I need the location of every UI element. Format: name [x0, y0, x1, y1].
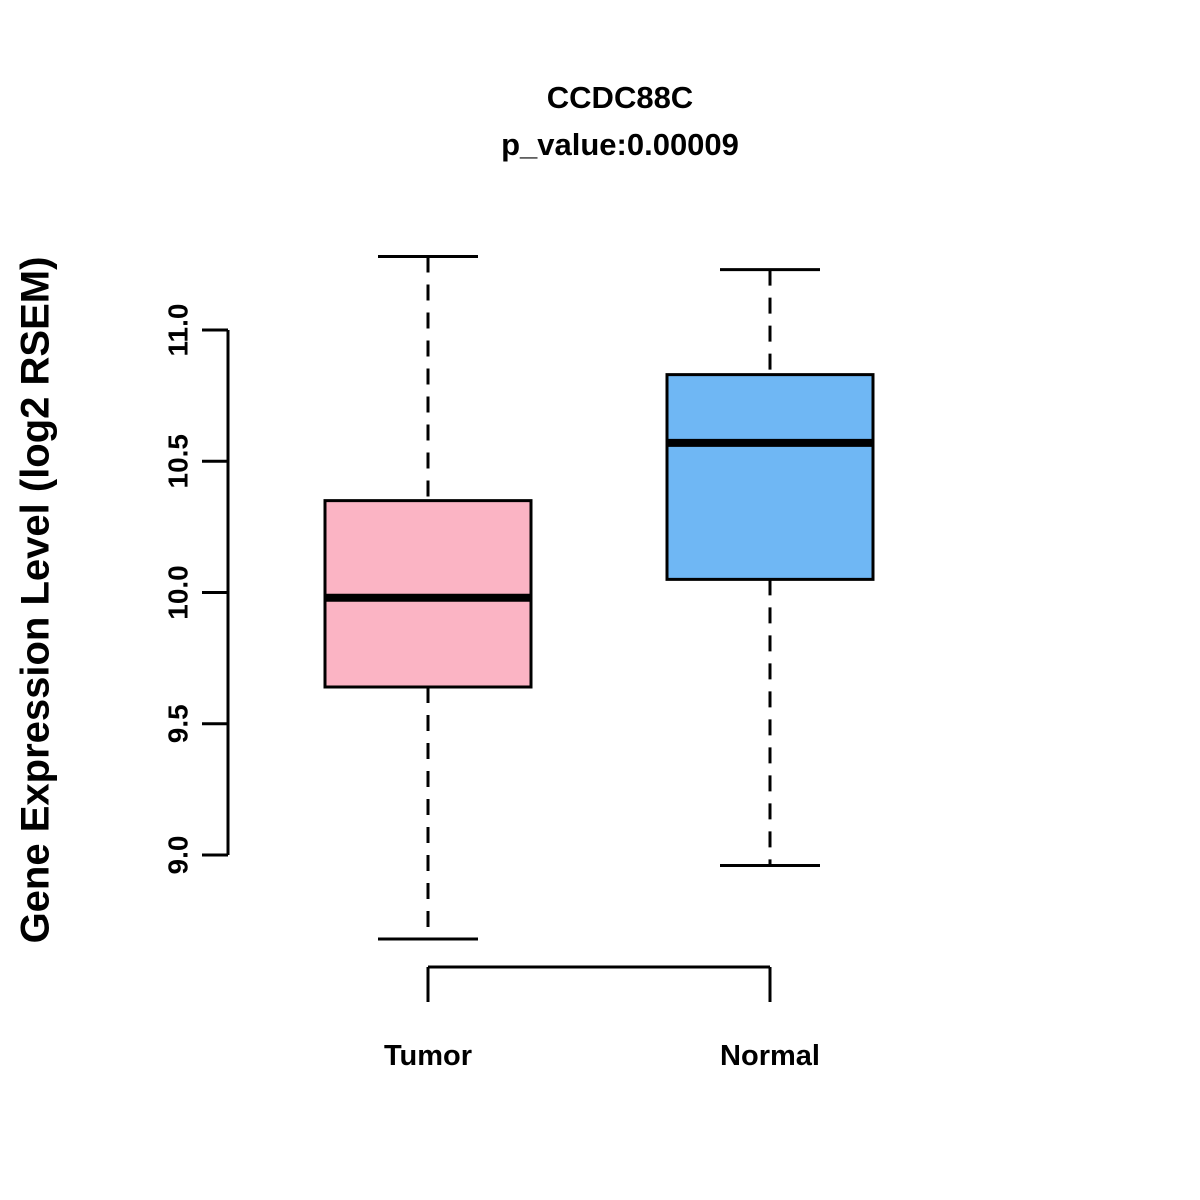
- y-tick-label: 11.0: [163, 304, 194, 357]
- category-label-normal: Normal: [720, 1040, 820, 1072]
- y-tick-label: 9.0: [163, 836, 194, 875]
- chart-subtitle-pvalue: p_value:0.00009: [501, 127, 739, 162]
- chart-title: CCDC88C: [546, 80, 694, 115]
- normal-box: [665, 373, 875, 581]
- y-tick-label: 10.0: [163, 565, 194, 620]
- normal-boxplot: [665, 268, 875, 867]
- tumor-boxplot: [323, 255, 533, 941]
- category-label-tumor: Tumor: [383, 1040, 473, 1072]
- y-tick-label: 10.5: [163, 434, 194, 489]
- y-tick-label: 9.5: [163, 704, 194, 743]
- chart-title-block: CCDC88C p_value:0.00009: [220, 74, 1020, 168]
